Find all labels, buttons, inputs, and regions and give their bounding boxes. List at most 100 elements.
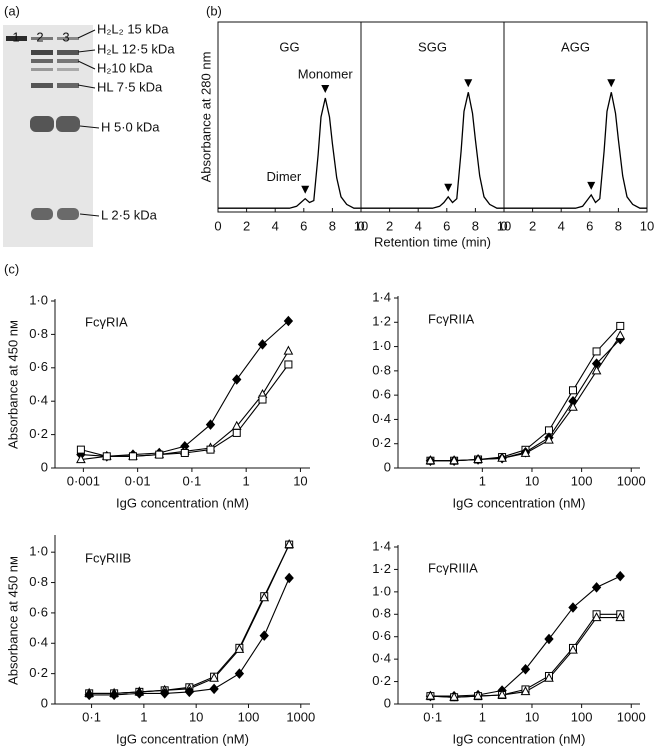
marker-triangle xyxy=(283,345,294,355)
x-tick-label: 2 xyxy=(529,218,536,233)
gel-band xyxy=(31,83,53,88)
x-tick-label: 1 xyxy=(479,709,486,724)
x-tick-label: 100 xyxy=(571,709,593,724)
annotation: Dimer xyxy=(267,169,302,184)
marker-diamond xyxy=(520,663,531,675)
marker-triangle xyxy=(615,612,626,622)
gel-image: 1 2 3 H₂L₂ 15 kDa H₂L 12·5 kDa H₂10 kDa … xyxy=(3,21,175,247)
y-tick-label: 0·2 xyxy=(372,673,391,688)
marker-square xyxy=(592,347,601,356)
x-axis-label: IgG concentration (nM) xyxy=(116,731,249,746)
y-tick-label: 0·6 xyxy=(29,604,48,619)
x-tick-label: 1 xyxy=(140,709,147,724)
y-tick-label: 0·8 xyxy=(372,606,391,621)
marker-diamond xyxy=(544,633,554,645)
marker-square xyxy=(258,395,267,404)
x-tick-label: 0 xyxy=(214,218,221,233)
y-axis-label: Absorbance at 280 nm xyxy=(198,52,213,183)
x-axis-label: IgG concentration (nM) xyxy=(453,731,586,746)
annotation: Monomer xyxy=(298,66,354,81)
peak-arrow xyxy=(444,183,453,192)
y-tick-label: 1·0 xyxy=(29,292,48,307)
marker-square xyxy=(155,450,164,459)
x-tick-label: 0·001 xyxy=(67,473,100,488)
x-tick-label: 100 xyxy=(571,473,593,488)
x-tick-label: 0·01 xyxy=(125,473,151,488)
lane-label: 3 xyxy=(62,29,69,44)
y-tick-label: 1·0 xyxy=(372,583,391,598)
y-tick-label: 0·8 xyxy=(372,362,391,377)
marker-square xyxy=(102,452,111,461)
series-line xyxy=(430,335,621,462)
x-tick-label: 6 xyxy=(586,218,593,233)
y-tick-label: 1·4 xyxy=(372,289,391,304)
series-line xyxy=(89,544,290,694)
y-tick-label: 0 xyxy=(41,695,48,710)
marker-square xyxy=(128,452,137,461)
y-tick-label: 0 xyxy=(41,459,48,474)
panel-label: (a) xyxy=(4,3,20,18)
x-tick-label: 0·1 xyxy=(183,473,202,488)
gel-band xyxy=(31,208,53,220)
marker-square xyxy=(568,386,577,395)
marker-triangle xyxy=(259,592,270,602)
y-tick-label: 0·4 xyxy=(29,393,48,408)
gel-band xyxy=(30,116,54,132)
x-tick-label: 10 xyxy=(525,473,539,488)
band-label: H₂L₂ 15 kDa xyxy=(97,21,169,36)
panel-label: (b) xyxy=(206,3,222,18)
x-tick-label: 4 xyxy=(415,218,422,233)
gel-band xyxy=(57,37,79,40)
x-tick-label: 1000 xyxy=(286,709,315,724)
gel-band xyxy=(57,68,79,71)
leader-line xyxy=(79,125,100,129)
marker-diamond xyxy=(257,339,268,350)
marker-triangle xyxy=(568,401,578,411)
x-tick-label: 100 xyxy=(238,709,260,724)
marker-triangle xyxy=(425,455,436,465)
series-line xyxy=(430,325,621,462)
y-tick-label: 0·4 xyxy=(29,635,48,650)
marker-diamond xyxy=(284,572,294,584)
marker-diamond xyxy=(234,668,245,679)
x-tick-label: 0 xyxy=(500,218,507,233)
gel-band xyxy=(57,59,79,63)
marker-square xyxy=(180,448,189,457)
marker-triangle xyxy=(284,539,295,549)
y-tick-label: 1·2 xyxy=(372,561,391,576)
x-tick-label: 1 xyxy=(243,473,250,488)
chart-title: FcγRIIIA xyxy=(428,560,478,575)
band-label: H 5·0 kDa xyxy=(101,119,160,134)
panel-label: (c) xyxy=(4,261,19,276)
marker-diamond xyxy=(84,689,94,701)
y-tick-label: 0·4 xyxy=(372,651,391,666)
y-tick-label: 0·6 xyxy=(372,628,391,643)
marker-triangle xyxy=(591,612,602,622)
x-axis-label: Retention time (min) xyxy=(374,234,491,249)
gel-band xyxy=(57,208,79,220)
plot-frame xyxy=(217,21,648,213)
marker-square xyxy=(76,445,85,454)
chromatogram-trace xyxy=(361,92,504,209)
marker-square xyxy=(284,360,293,369)
x-axis-label: IgG concentration (nM) xyxy=(453,495,586,510)
series-line xyxy=(430,617,621,698)
marker-diamond xyxy=(283,315,294,327)
lane-label: 2 xyxy=(36,29,43,44)
marker-diamond xyxy=(232,374,242,385)
marker-triangle xyxy=(449,455,459,465)
x-tick-label: 1 xyxy=(479,473,486,488)
x-tick-label: 1000 xyxy=(617,709,646,724)
marker-diamond xyxy=(134,688,145,699)
chromatogram-trace xyxy=(504,92,647,209)
x-tick-label: 10 xyxy=(497,218,511,233)
marker-diamond xyxy=(205,419,216,430)
marker-diamond xyxy=(109,689,119,701)
x-tick-label: 10 xyxy=(189,709,203,724)
y-tick-label: 0 xyxy=(384,695,391,710)
y-tick-label: 1·0 xyxy=(29,544,48,559)
marker-square xyxy=(616,321,625,330)
marker-triangle xyxy=(473,453,483,463)
series-line xyxy=(89,577,290,696)
